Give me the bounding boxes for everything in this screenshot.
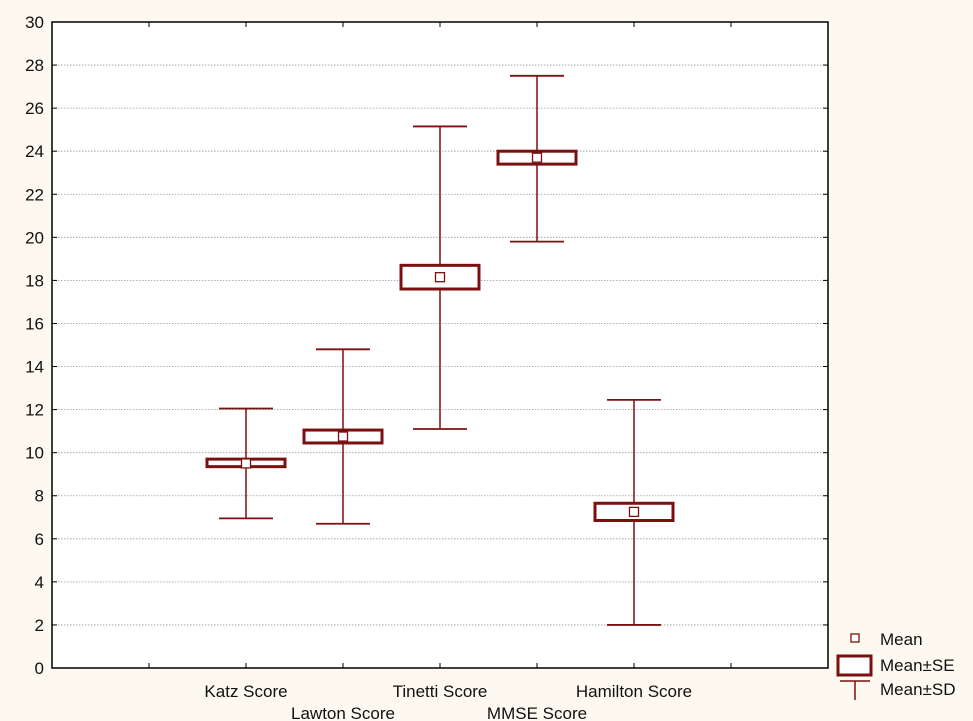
y-tick-label: 28 — [25, 56, 44, 75]
y-tick-label: 0 — [35, 659, 44, 678]
mean-marker — [337, 431, 349, 442]
mean-marker — [531, 152, 543, 163]
y-tick-label: 20 — [25, 228, 44, 247]
x-category-label: Tinetti Score — [393, 682, 488, 701]
box-group — [496, 74, 578, 243]
y-tick-label: 12 — [25, 401, 44, 420]
mean-marker — [434, 272, 446, 283]
legend-se-symbol — [836, 654, 873, 677]
y-tick-label: 14 — [25, 358, 44, 377]
y-tick-label: 30 — [25, 13, 44, 32]
legend-label-se: Mean±SE — [880, 656, 955, 675]
y-tick-label: 26 — [25, 99, 44, 118]
legend-label-sd: Mean±SD — [880, 680, 955, 699]
y-tick-label: 10 — [25, 444, 44, 463]
plot-frame — [51, 21, 829, 669]
legend-mean-symbol — [850, 633, 860, 643]
y-tick-label: 8 — [35, 487, 44, 506]
data-marks — [205, 74, 675, 626]
y-tick-label: 2 — [35, 616, 44, 635]
y-tick-label: 24 — [25, 142, 44, 161]
y-tick-label: 6 — [35, 530, 44, 549]
y-tick-label: 22 — [25, 185, 44, 204]
x-category-label: Katz Score — [204, 682, 287, 701]
x-category-label: MMSE Score — [487, 704, 587, 721]
x-category-label: Hamilton Score — [576, 682, 692, 701]
legend-label-mean: Mean — [880, 630, 923, 649]
box-group — [205, 407, 287, 520]
x-category-label: Lawton Score — [291, 704, 395, 721]
y-tick-label: 4 — [35, 573, 44, 592]
box-group — [399, 125, 481, 430]
y-tick-label: 18 — [25, 271, 44, 290]
legend: Mean Mean±SE Mean±SD — [836, 630, 955, 700]
mean-marker — [628, 506, 640, 518]
box-group — [302, 348, 384, 525]
y-tick-label: 16 — [25, 314, 44, 333]
mean-marker — [240, 458, 252, 469]
box-group — [593, 399, 675, 626]
